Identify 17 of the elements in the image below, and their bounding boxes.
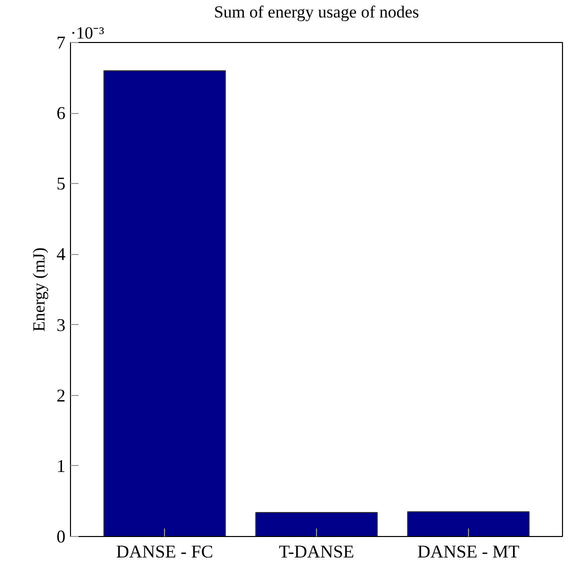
x-tick-label: DANSE - MT bbox=[417, 542, 520, 562]
y-tick-label: 6 bbox=[56, 103, 66, 124]
x-tick-label: T-DANSE bbox=[278, 542, 354, 562]
y-tick-label: 0 bbox=[56, 526, 66, 546]
y-tick-label: 3 bbox=[56, 314, 66, 335]
chart-title: Sum of energy usage of nodes bbox=[214, 2, 420, 22]
y-tick-label: 5 bbox=[56, 174, 66, 194]
y-tick-label: 2 bbox=[56, 385, 66, 406]
text: ·10⁻³ bbox=[70, 24, 104, 42]
y-axis-title: Energy (mJ) bbox=[30, 247, 48, 332]
y-tick-label: 7 bbox=[56, 32, 66, 52]
bar bbox=[103, 70, 226, 536]
y-tick-label: 4 bbox=[56, 244, 66, 264]
bar bbox=[255, 512, 378, 536]
bar bbox=[407, 511, 530, 536]
x-tick-label: DANSE - FC bbox=[116, 542, 214, 562]
y-tick-label: 1 bbox=[56, 456, 66, 476]
